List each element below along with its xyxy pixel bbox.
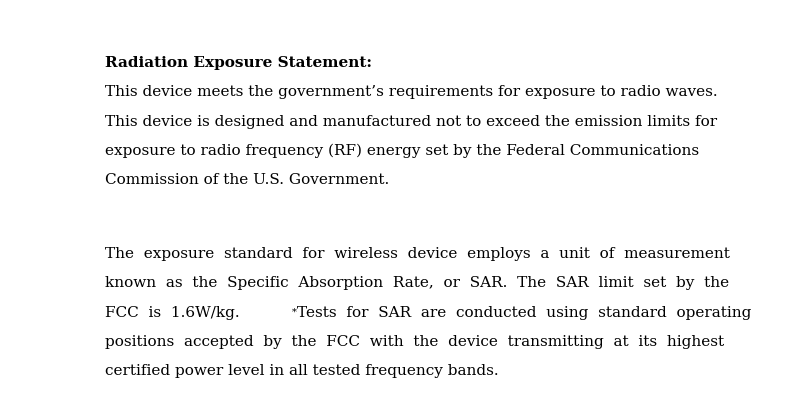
Text: FCC  is  1.6W/kg.: FCC is 1.6W/kg. (105, 306, 250, 319)
Text: known  as  the  Specific  Absorption  Rate,  or  SAR.  The  SAR  limit  set  by : known as the Specific Absorption Rate, o… (105, 276, 729, 290)
Text: positions  accepted  by  the  FCC  with  the  device  transmitting  at  its  hig: positions accepted by the FCC with the d… (105, 335, 724, 349)
Text: Radiation Exposure Statement:: Radiation Exposure Statement: (105, 56, 372, 70)
Text: The  exposure  standard  for  wireless  device  employs  a  unit  of  measuremen: The exposure standard for wireless devic… (105, 247, 730, 261)
Text: Tests  for  SAR  are  conducted  using  standard  operating: Tests for SAR are conducted using standa… (297, 306, 751, 319)
Text: This device is designed and manufactured not to exceed the emission limits for: This device is designed and manufactured… (105, 114, 717, 129)
Text: This device meets the government’s requirements for exposure to radio waves.: This device meets the government’s requi… (105, 85, 717, 99)
Text: exposure to radio frequency (RF) energy set by the Federal Communications: exposure to radio frequency (RF) energy … (105, 144, 699, 158)
Text: *: * (292, 308, 297, 317)
Text: certified power level in all tested frequency bands.: certified power level in all tested freq… (105, 364, 498, 378)
Text: Commission of the U.S. Government.: Commission of the U.S. Government. (105, 173, 389, 187)
